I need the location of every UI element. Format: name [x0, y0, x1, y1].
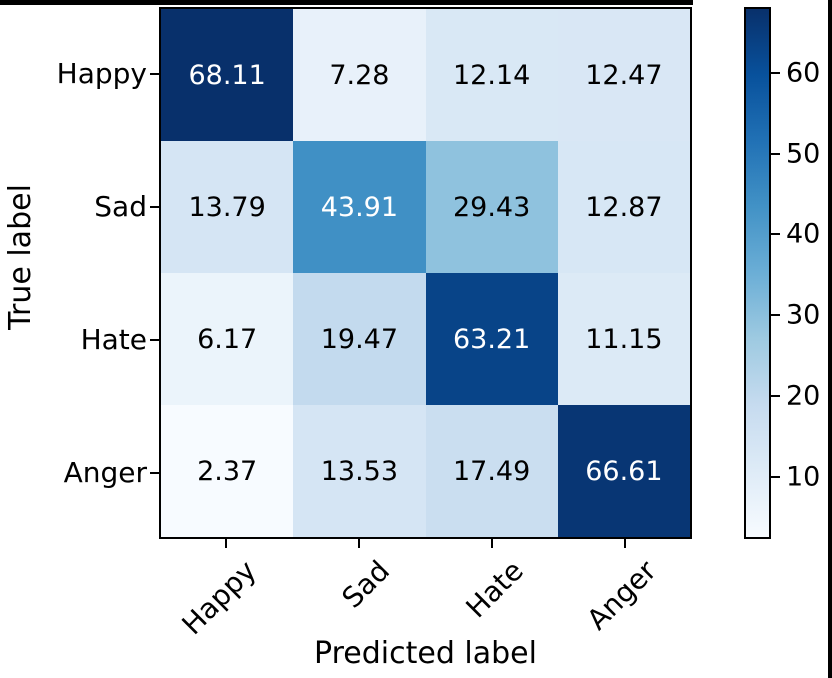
- heatmap-cell-sad-sad: 43.91: [293, 141, 426, 273]
- heatmap-cell-anger-happy: 2.37: [161, 405, 294, 537]
- colorbar-tick-mark: [771, 71, 780, 74]
- colorbar-tick-mark: [771, 152, 780, 155]
- heatmap-cell-hate-anger: 11.15: [557, 273, 690, 405]
- y-tick-label-anger: Anger: [63, 456, 147, 489]
- colorbar-tick-label-10: 10: [786, 461, 821, 493]
- heatmap-cell-hate-hate: 63.21: [425, 273, 558, 405]
- y-tick-label-sad: Sad: [94, 190, 147, 223]
- colorbar-tick-label-20: 20: [786, 380, 821, 412]
- frame-top-edge: [0, 0, 693, 5]
- colorbar-tick-mark: [771, 233, 780, 236]
- x-tick-mark: [224, 539, 227, 548]
- heatmap-cell-happy-anger: 12.47: [557, 9, 690, 141]
- x-tick-mark: [491, 539, 494, 548]
- heatmap-cell-sad-happy: 13.79: [161, 141, 294, 273]
- y-tick-mark: [150, 338, 159, 341]
- x-tick-label-anger: Anger: [580, 554, 663, 637]
- x-axis-title: Predicted label: [314, 636, 537, 671]
- y-tick-mark: [150, 205, 159, 208]
- heatmap-cell-happy-sad: 7.28: [293, 9, 426, 141]
- y-tick-mark: [150, 471, 159, 474]
- colorbar-tick-label-50: 50: [786, 138, 821, 170]
- x-tick-mark: [624, 539, 627, 548]
- heatmap-cell-sad-hate: 29.43: [425, 141, 558, 273]
- colorbar-tick-mark: [771, 314, 780, 317]
- colorbar-tick-label-30: 30: [786, 299, 821, 331]
- x-tick-label-hate: Hate: [459, 554, 530, 625]
- y-axis-title: True label: [3, 184, 38, 330]
- heatmap-cell-anger-sad: 13.53: [293, 405, 426, 537]
- x-tick-mark: [357, 539, 360, 548]
- y-tick-mark: [150, 72, 159, 75]
- heatmap-cell-anger-anger: 66.61: [557, 405, 690, 537]
- heatmap-grid: 68.11 7.28 12.14 12.47 13.79 43.91 29.43 12.87 6…: [159, 7, 692, 539]
- heatmap-cell-hate-sad: 19.47: [293, 273, 426, 405]
- colorbar-tick-mark: [771, 476, 780, 479]
- heatmap-cell-sad-anger: 12.87: [557, 141, 690, 273]
- heatmap-cell-hate-happy: 6.17: [161, 273, 294, 405]
- y-tick-label-happy: Happy: [56, 57, 147, 90]
- heatmap-cell-anger-hate: 17.49: [425, 405, 558, 537]
- x-tick-label-happy: Happy: [175, 554, 263, 642]
- heatmap-cell-happy-hate: 12.14: [425, 9, 558, 141]
- colorbar-tick-mark: [771, 395, 780, 398]
- x-tick-label-sad: Sad: [335, 554, 397, 615]
- heatmap-cell-happy-happy: 68.11: [161, 9, 294, 141]
- frame-right-edge: [828, 0, 832, 678]
- y-tick-label-hate: Hate: [80, 323, 147, 356]
- colorbar-tick-label-40: 40: [786, 218, 821, 250]
- colorbar: [744, 7, 771, 539]
- colorbar-tick-label-60: 60: [786, 57, 821, 89]
